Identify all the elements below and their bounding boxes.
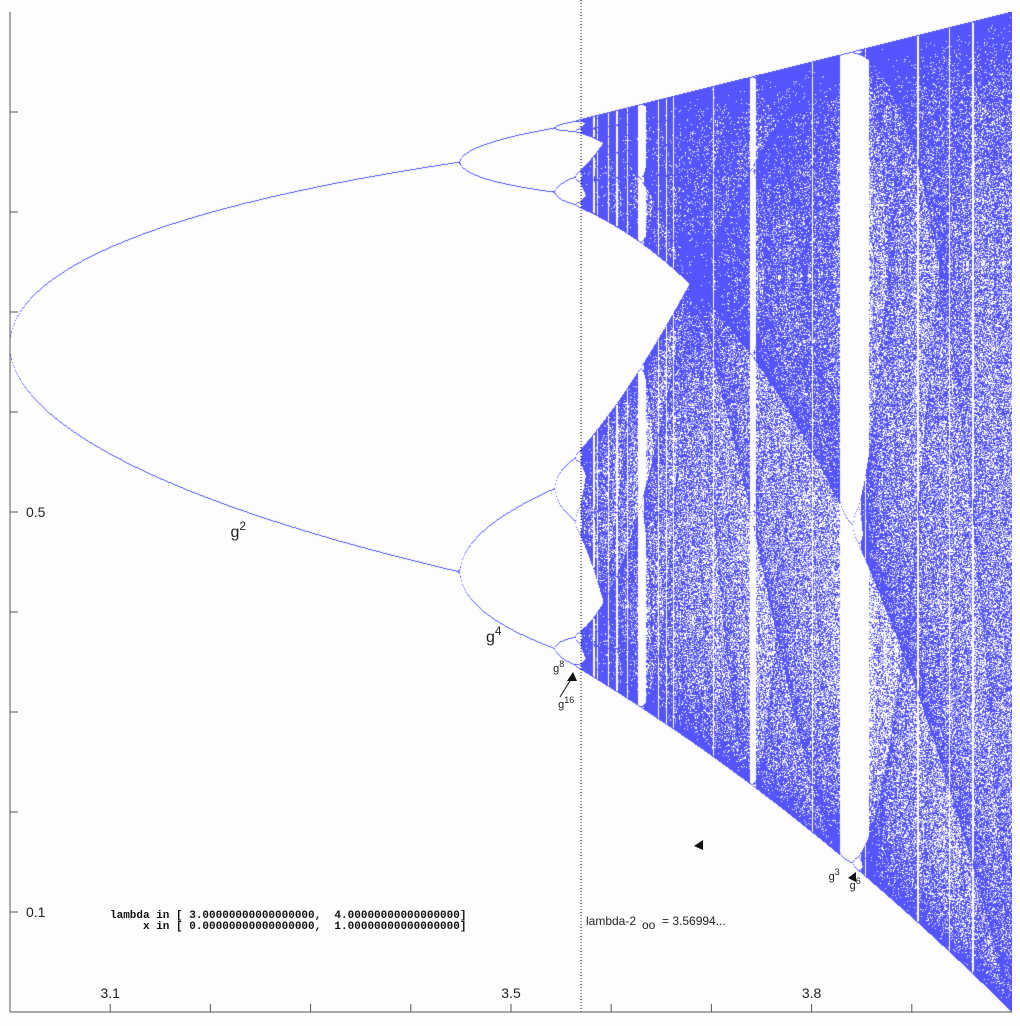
accum-sub: oo <box>642 918 656 932</box>
x-range-text: x in [ 0.00000000000000000, 1.0000000000… <box>110 921 466 933</box>
accumulation-note: lambda-2 oo = 3.56994... <box>586 914 726 932</box>
axes: 3.1 3.5 3.8 0.1 0.5 <box>9 12 1012 1013</box>
g3-arrow-head <box>848 872 856 882</box>
y-tick-label: 0.5 <box>26 504 46 520</box>
accum-label: lambda-2 <box>586 914 636 928</box>
orbit-point-cloud <box>10 12 1012 1012</box>
pointer-marker <box>694 840 703 850</box>
branch-label-g2: g2 <box>230 519 246 541</box>
accum-value: = 3.56994... <box>662 914 726 928</box>
y-tick-label: 0.1 <box>26 904 46 920</box>
branch-label-g6: g6 <box>850 876 861 892</box>
branch-labels: g2 g4 g8 g16 g3 g6 <box>230 519 860 892</box>
x-tick-label: 3.8 <box>802 985 822 1001</box>
branch-label-g16: g16 <box>558 695 574 711</box>
annotation-arrows <box>559 672 856 882</box>
x-tick-label: 3.5 <box>501 985 521 1001</box>
lambda-range-text: lambda in [ 3.00000000000000000, 4.00000… <box>110 910 466 922</box>
branch-label-g3: g3 <box>829 867 840 883</box>
x-tick-label: 3.1 <box>100 985 120 1001</box>
branch-label-g8: g8 <box>553 659 564 675</box>
branch-label-g4: g4 <box>486 624 502 646</box>
orbit-points <box>10 12 1012 1012</box>
range-info: lambda in [ 3.00000000000000000, 4.00000… <box>110 910 466 933</box>
g16-arrow-head <box>567 672 577 681</box>
